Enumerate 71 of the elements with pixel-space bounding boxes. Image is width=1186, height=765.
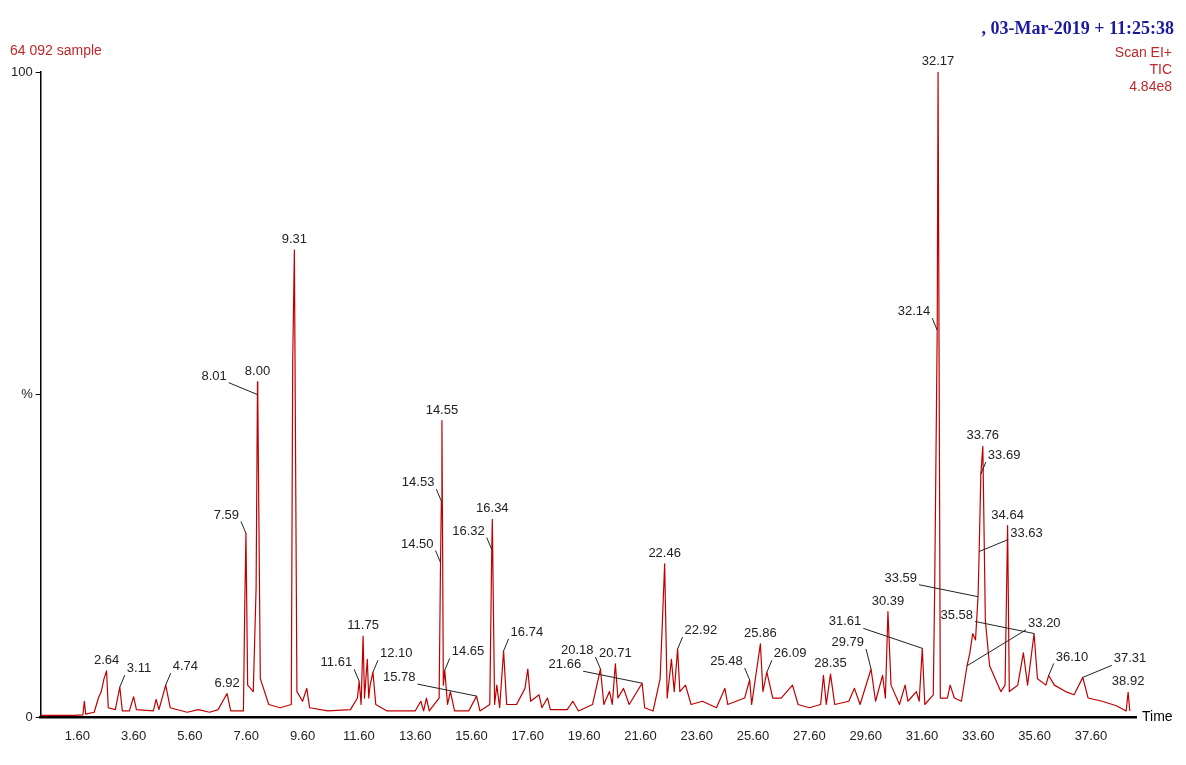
annotation: 3.11 bbox=[126, 660, 152, 676]
annotation: 30.39 bbox=[871, 592, 905, 608]
annotation: 7.59 bbox=[213, 506, 239, 522]
annotation: 33.59 bbox=[884, 569, 918, 585]
annotation: 11.61 bbox=[320, 654, 353, 670]
annotation: 21.66 bbox=[548, 656, 582, 672]
y-tick-label: % bbox=[21, 386, 34, 402]
annotation: 36.10 bbox=[1055, 648, 1089, 664]
annotation: 16.74 bbox=[510, 624, 544, 639]
x-tick-label: 3.60 bbox=[120, 727, 147, 743]
annotation: 8.01 bbox=[201, 367, 227, 383]
annotation: 2.64 bbox=[93, 652, 120, 668]
annotation: 11.75 bbox=[347, 617, 379, 633]
annotation: 16.32 bbox=[452, 522, 485, 538]
x-tick-label: 17.60 bbox=[511, 727, 545, 743]
x-tick-label: 21.60 bbox=[624, 727, 657, 743]
x-tick-label: 19.60 bbox=[567, 727, 601, 743]
annotation: 14.53 bbox=[401, 474, 435, 490]
annotation: 33.63 bbox=[1010, 524, 1043, 540]
annotation: 14.55 bbox=[425, 401, 459, 417]
x-tick-label: 23.60 bbox=[680, 727, 714, 743]
x-tick-label: 29.60 bbox=[849, 727, 882, 743]
annotation: 8.00 bbox=[244, 362, 271, 378]
annotation: 6.92 bbox=[214, 674, 240, 690]
x-tick-label: 9.60 bbox=[289, 727, 316, 743]
annotation: 33.69 bbox=[987, 447, 1021, 463]
annotation: 31.61 bbox=[828, 613, 862, 629]
annotation: 34.64 bbox=[991, 506, 1024, 522]
text: TIC bbox=[1148, 61, 1172, 78]
annotation: 22.46 bbox=[648, 544, 681, 560]
text: Scan EI+ bbox=[1114, 44, 1172, 61]
annotation: 35.58 bbox=[940, 606, 974, 622]
annotation: 15.78 bbox=[383, 669, 416, 685]
annotation: 14.50 bbox=[400, 535, 434, 551]
annotation: 16.34 bbox=[476, 500, 509, 516]
x-tick-label: 27.60 bbox=[793, 727, 826, 743]
x-tick-label: 1.60 bbox=[64, 727, 90, 743]
annotation: 37.31 bbox=[1113, 650, 1147, 666]
x-tick-label: 35.60 bbox=[1018, 727, 1051, 743]
x-tick-label: 11.60 bbox=[343, 727, 375, 743]
annotation: 29.79 bbox=[831, 634, 865, 650]
x-tick-label: 33.60 bbox=[962, 727, 995, 743]
chart-title: 64 092 sample bbox=[10, 42, 102, 58]
annotation: 14.65 bbox=[451, 643, 485, 659]
x-tick-label: 31.60 bbox=[905, 727, 939, 743]
annotation: 12.10 bbox=[379, 645, 413, 661]
annotation: 4.84e8 bbox=[1128, 78, 1172, 95]
annotation: 22.92 bbox=[684, 622, 718, 638]
annotation: 28.35 bbox=[814, 655, 847, 671]
x-axis-title: Time bbox=[1142, 708, 1173, 725]
x-tick-label: 13.60 bbox=[398, 727, 432, 743]
annotation: 20.71 bbox=[599, 644, 632, 660]
annotation: 25.86 bbox=[744, 624, 777, 640]
x-tick-label: 5.60 bbox=[177, 727, 203, 743]
annotation: 26.09 bbox=[773, 645, 807, 661]
x-tick-label: 25.60 bbox=[736, 727, 770, 743]
annotation: 32.17 bbox=[921, 53, 955, 69]
x-tick-label: 7.60 bbox=[233, 727, 259, 743]
y-tick-label: 0 bbox=[25, 708, 33, 724]
annotation: 20.18 bbox=[560, 642, 594, 658]
x-tick-label: 15.60 bbox=[455, 727, 488, 743]
annotation: 9.31 bbox=[281, 231, 308, 247]
y-tick-label: 100 bbox=[10, 63, 33, 79]
chart-subtitle: , 03-Mar-2019 + 11:25:38 bbox=[981, 18, 1174, 39]
annotation: 25.48 bbox=[710, 653, 743, 669]
annotation: 4.74 bbox=[172, 658, 199, 674]
x-tick-label: 37.60 bbox=[1074, 727, 1108, 743]
annotation: 33.76 bbox=[966, 427, 1000, 443]
annotation: 38.92 bbox=[1111, 673, 1145, 689]
annotation: 33.20 bbox=[1028, 614, 1061, 630]
annotation: 32.14 bbox=[897, 303, 931, 319]
